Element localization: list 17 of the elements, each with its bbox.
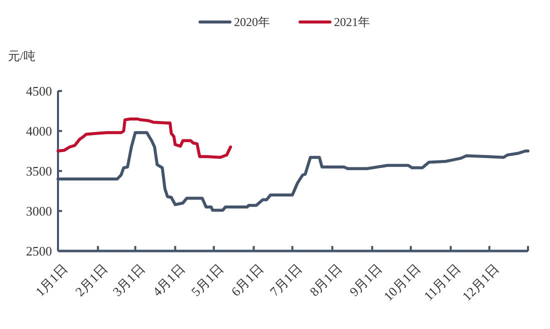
x-tick-label: 3月1日: [110, 260, 148, 300]
line-series: [56, 118, 232, 159]
legend-label: 2020年: [234, 15, 270, 30]
x-tick-label: 6月1日: [228, 260, 266, 300]
x-tick-label: 2月1日: [72, 260, 110, 300]
y-tick-label: 3500: [26, 164, 52, 179]
y-tick-label: 4500: [26, 84, 52, 99]
x-tick-label: 1月1日: [32, 260, 71, 300]
x-tick-label: 7月1日: [266, 260, 305, 300]
legend-label: 2021年: [334, 15, 370, 30]
x-tick-label: 4月1日: [150, 260, 188, 300]
y-tick-label: 2500: [26, 244, 52, 259]
x-tick-label: 5月1日: [188, 260, 226, 300]
y-axis-title: 元/吨: [8, 49, 36, 63]
x-tick-label: 8月1日: [306, 260, 345, 300]
y-tick-label: 4000: [26, 124, 52, 139]
y-tick-label: 3000: [26, 204, 52, 219]
